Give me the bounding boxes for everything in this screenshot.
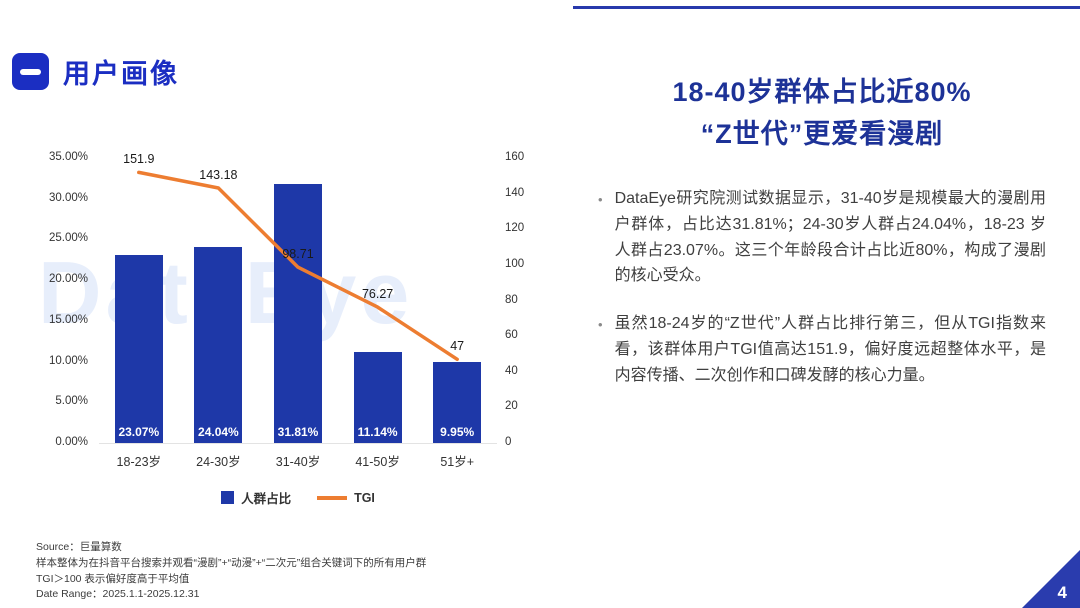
- x-axis-label: 31-40岁: [275, 455, 321, 469]
- bullet-item: • 虽然18-24岁的“Z世代”人群占比排行第三，但从TGI指数来看，该群体用户T…: [598, 311, 1046, 389]
- y-axis-left-label: 20.00%: [48, 273, 88, 286]
- legend-line-swatch-icon: [317, 495, 348, 500]
- plot-area: 23.07% 24.04% 31.81% 11.14% 9.95% 151.9 143.18…: [99, 152, 497, 469]
- section-header: 用户画像: [12, 52, 179, 91]
- page-number: 4: [1057, 583, 1067, 602]
- y-axis-left-label: 15.00%: [48, 313, 88, 326]
- bar: 23.07%: [114, 255, 163, 443]
- bar-value-label: 9.95%: [440, 425, 475, 439]
- page-corner-triangle: [1022, 550, 1080, 608]
- headline: 18-40岁群体占比近80% “Z世代”更爱看漫剧: [598, 72, 1046, 156]
- tgi-line: [137, 170, 459, 362]
- y-axis-left-label: 30.00%: [48, 191, 88, 204]
- x-axis-label: 41-50岁: [355, 455, 400, 469]
- dash-icon: [20, 68, 41, 75]
- y-axis-right-label: 140: [505, 186, 525, 199]
- bullet-marker: •: [598, 317, 603, 333]
- tgi-value-label: 47: [450, 339, 465, 354]
- y-axis-left: 35.00% 30.00% 25.00% 20.00% 15.00% 10.00% 5.00…: [30, 151, 88, 448]
- right-panel: 18-40岁群体占比近80% “Z世代”更爱看漫剧 • DataEye研究院测试数…: [598, 72, 1046, 389]
- page-title: 用户画像: [63, 59, 179, 89]
- x-axis-label: 51岁+: [440, 455, 475, 469]
- y-axis-left-label: 35.00%: [48, 151, 88, 163]
- y-axis-right-label: 0: [505, 436, 512, 448]
- tgi-value-label: 98.71: [282, 247, 314, 262]
- y-axis-right-label: 160: [505, 151, 525, 163]
- y-axis-left-label: 5.00%: [55, 395, 88, 408]
- footer-line: Source：巨量算数: [36, 541, 122, 553]
- y-axis-right: 160 140 120 100 80 60 40 20 0: [505, 151, 547, 448]
- bar: 9.95%: [433, 361, 482, 443]
- legend-label: TGI: [354, 490, 375, 505]
- footer-line: TGI＞100 表示偏好度高于平均值: [36, 572, 190, 585]
- y-axis-right-label: 100: [505, 257, 525, 270]
- y-axis-left-label: 0.00%: [55, 436, 88, 448]
- legend-item: TGI: [317, 491, 375, 505]
- bullet-marker: •: [598, 191, 603, 207]
- bar: 11.14%: [353, 352, 402, 443]
- legend-bar-swatch-icon: [221, 491, 235, 504]
- y-axis-left-label: 25.00%: [48, 232, 88, 245]
- bullet-text: 虽然18-24岁的“Z世代”人群占比排行第三，但从TGI指数来看，该群体用户TG…: [614, 315, 1046, 385]
- headline-line2: “Z世代”更爱看漫剧: [700, 118, 944, 149]
- tgi-value-label: 143.18: [199, 167, 238, 182]
- x-axis-label: 18-23岁: [116, 455, 162, 469]
- legend-label: 人群占比: [241, 492, 292, 506]
- footer-line: 样本整体为在抖音平台搜索并观看“漫剧”+“动漫”+“二次元”组合关键词下的所有用…: [36, 556, 427, 569]
- y-axis-left-label: 10.00%: [48, 354, 88, 367]
- bar: 24.04%: [194, 247, 243, 443]
- bar-value-label: 24.04%: [198, 425, 239, 439]
- chart-legend: 人群占比 TGI: [99, 488, 497, 507]
- bullet-text: DataEye研究院测试数据显示，31-40岁是规模最大的漫剧用户群体，占比达3…: [614, 189, 1046, 285]
- bar: 31.81%: [274, 183, 322, 443]
- source-notes: Source：巨量算数样本整体为在抖音平台搜索并观看“漫剧”+“动漫”+“二次元…: [36, 540, 426, 603]
- tgi-value-label: 151.9: [123, 152, 155, 167]
- y-axis-right-label: 120: [505, 222, 525, 235]
- age-distribution-chart: DataEye 35.00%30.00%25.00%20.00%15.00%10…: [30, 130, 570, 530]
- y-axis-right-label: 80: [505, 293, 518, 306]
- footer-line: Date Range：2025.1.1-2025.12.31: [36, 588, 200, 601]
- y-axis-right-label: 20: [505, 400, 518, 413]
- y-axis-right-label: 40: [505, 364, 518, 377]
- bullet-item: • DataEye研究院测试数据显示，31-40岁是规模最大的漫剧用户群体，占比达…: [598, 186, 1046, 290]
- legend-item: 人群占比: [221, 488, 291, 507]
- y-axis-right-label: 60: [505, 329, 518, 342]
- bar-value-label: 23.07%: [118, 425, 160, 439]
- bullet-list: • DataEye研究院测试数据显示，31-40岁是规模最大的漫剧用户群体，占比达…: [598, 186, 1046, 389]
- top-accent-line: [573, 6, 1080, 9]
- x-axis-label: 24-30岁: [196, 455, 241, 469]
- section-number-icon: [12, 53, 49, 90]
- bar-value-label: 11.14%: [357, 425, 398, 439]
- headline-line1: 18-40岁群体占比近80%: [672, 77, 972, 107]
- bar-value-label: 31.81%: [277, 425, 319, 439]
- tgi-value-label: 76.27: [361, 287, 394, 302]
